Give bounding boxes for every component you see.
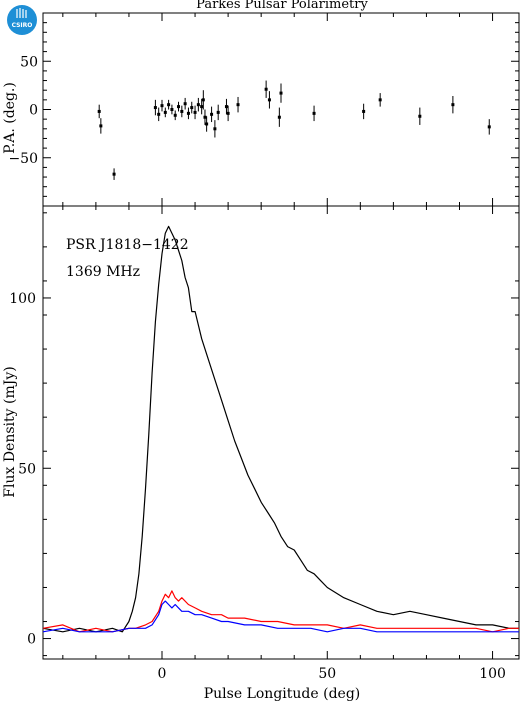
pa-point (264, 87, 268, 91)
top-y-axis-label: P.A. (deg.) (2, 82, 18, 154)
bottom-x-tick-label: 0 (158, 666, 167, 682)
top-panel-ticks (43, 13, 519, 206)
top-y-tick-label: 50 (20, 54, 38, 70)
logo-mark-icon (16, 8, 27, 18)
logo-text: CSIRO (12, 22, 33, 29)
pa-point (267, 98, 271, 102)
pa-point (180, 109, 184, 113)
pa-point (196, 103, 200, 107)
pa-point (236, 103, 240, 107)
pa-point (170, 108, 174, 111)
pa-point (200, 105, 204, 109)
bottom-x-tick-label: 100 (479, 666, 506, 682)
flux-density-panel: 0 50 100 0 50 100 PSR J1818−1422 1369 MHz Fl… (2, 205, 520, 702)
pa-point (183, 102, 187, 106)
profile-lines (42, 225, 519, 633)
pa-point (186, 111, 190, 115)
x-axis-label: Pulse Longitude (deg) (204, 686, 361, 702)
pa-point (167, 103, 171, 107)
pa-point (378, 98, 382, 102)
bottom-panel-frame (42, 205, 520, 660)
pa-point (97, 109, 101, 113)
pa-point (163, 110, 167, 114)
bottom-y-axis-label: Flux Density (mJy) (2, 366, 18, 497)
position-angle-panel: −50 0 50 P.A. (deg.) (2, 12, 520, 207)
pa-point (216, 110, 220, 114)
total-intensity-line (42, 225, 519, 633)
pa-point (190, 106, 194, 110)
pa-point (177, 105, 181, 109)
bottom-y-tick-labels: 0 50 100 (9, 291, 36, 648)
linear-polarization-line (42, 590, 519, 633)
pa-point (226, 111, 230, 115)
bottom-y-tick-label: 0 (27, 632, 36, 648)
pa-point (157, 112, 161, 116)
top-y-tick-labels: −50 0 50 (8, 54, 38, 167)
pa-point (213, 127, 217, 131)
bottom-x-tick-label: 50 (318, 666, 336, 682)
pa-point (418, 114, 422, 118)
pa-data-points (97, 80, 491, 180)
pa-point (112, 172, 116, 176)
bottom-x-tick-labels: 0 50 100 (158, 666, 506, 682)
pa-point (160, 104, 164, 108)
bottom-y-tick-label: 50 (18, 461, 36, 477)
pa-point (224, 105, 228, 109)
pa-point (312, 111, 316, 115)
pa-point (193, 110, 197, 114)
pa-point (153, 106, 157, 110)
top-y-tick-label: 0 (29, 103, 38, 119)
frequency-annotation: 1369 MHz (66, 264, 140, 280)
pa-point (210, 112, 214, 116)
pa-point (173, 113, 177, 117)
pa-point (201, 98, 205, 102)
bottom-y-tick-label: 100 (9, 291, 36, 307)
pa-point (205, 122, 209, 126)
pa-point (277, 115, 281, 119)
top-y-tick-label: −50 (8, 151, 38, 167)
pa-point (279, 91, 283, 95)
pa-point (99, 124, 103, 128)
pa-point (487, 125, 491, 129)
bottom-panel-ticks (43, 206, 519, 659)
chart-title: Parkes Pulsar Polarimetry (196, 0, 368, 12)
pulsar-name-annotation: PSR J1818−1422 (66, 237, 189, 253)
pa-point (362, 109, 366, 113)
csiro-logo: CSIRO (7, 5, 37, 35)
circular-polarization-line (42, 600, 519, 633)
pa-point (203, 115, 207, 119)
pa-point (451, 103, 455, 107)
